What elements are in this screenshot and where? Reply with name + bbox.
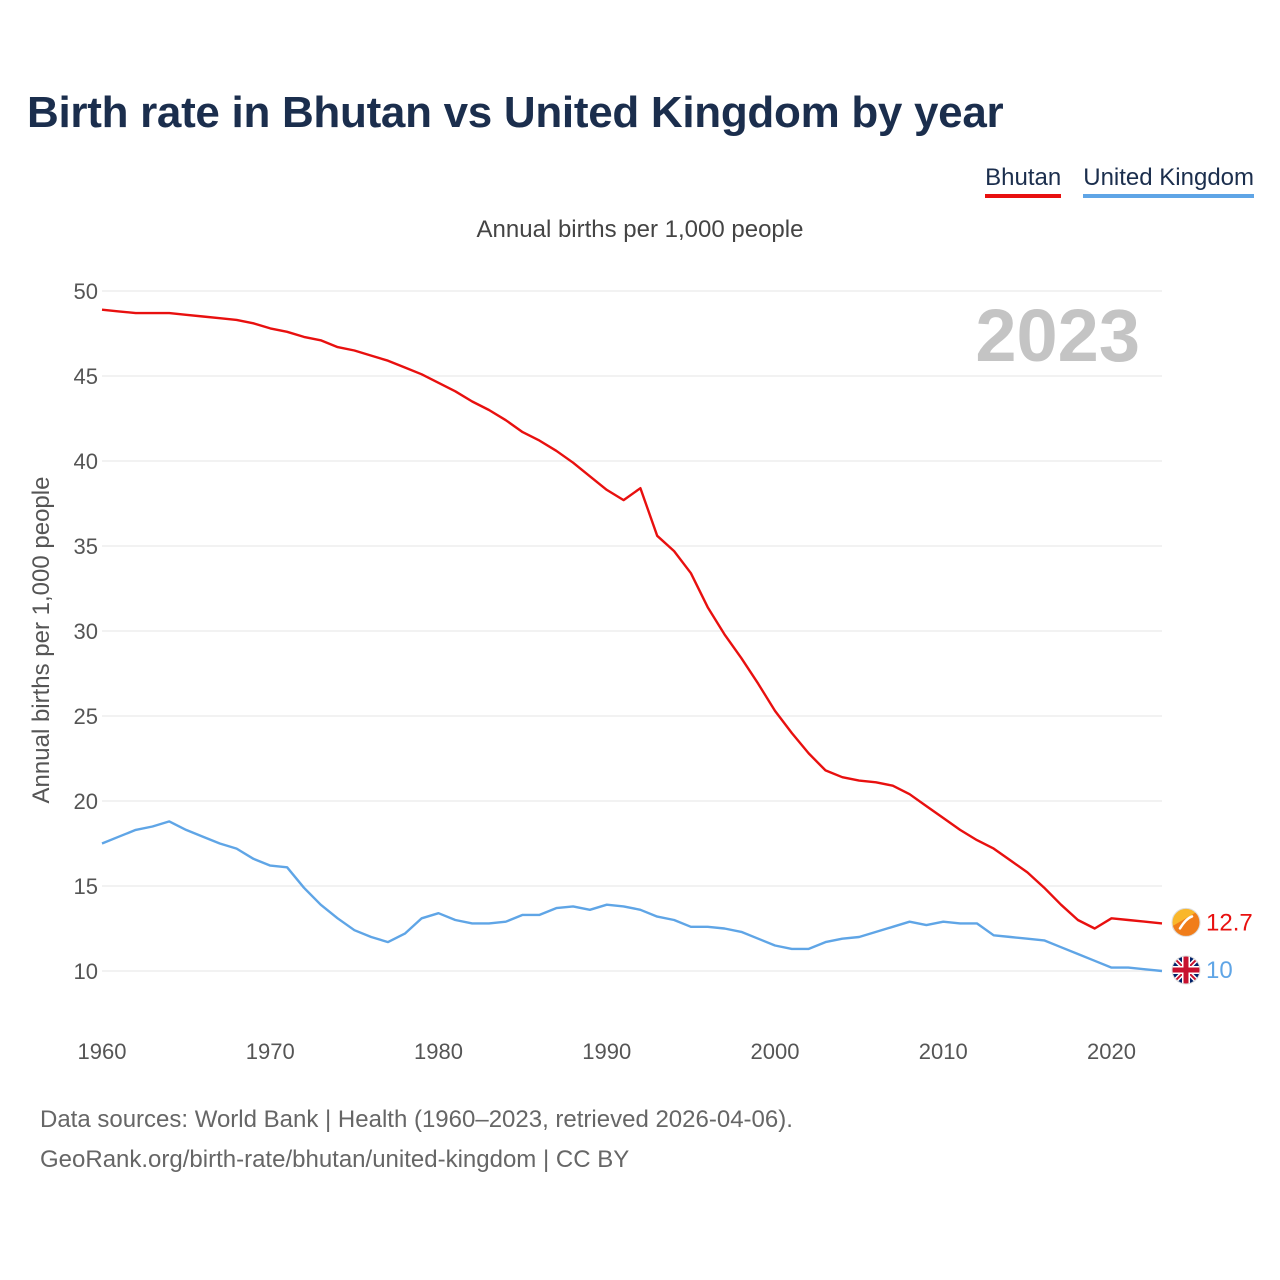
x-tick-label: 2020 bbox=[1087, 1039, 1136, 1064]
y-tick-label: 20 bbox=[74, 789, 98, 814]
y-tick-label: 50 bbox=[74, 279, 98, 304]
year-watermark: 2023 bbox=[975, 294, 1140, 377]
legend-item-bhutan[interactable]: Bhutan bbox=[985, 164, 1062, 198]
end-value-label-united-kingdom: 10 bbox=[1206, 957, 1233, 984]
end-markers: 12.7 10 bbox=[1171, 907, 1253, 985]
x-ticks: 1960 1970 1980 1990 2000 2010 2020 bbox=[78, 1039, 1136, 1064]
x-tick-label: 2010 bbox=[919, 1039, 968, 1064]
series-lines bbox=[101, 308, 1163, 973]
y-tick-label: 25 bbox=[74, 704, 98, 729]
legend: Bhutan United Kingdom bbox=[985, 164, 1254, 198]
x-tick-label: 1970 bbox=[246, 1039, 295, 1064]
y-tick-label: 40 bbox=[74, 449, 98, 474]
gridlines bbox=[102, 290, 1162, 972]
legend-item-united-kingdom[interactable]: United Kingdom bbox=[1083, 164, 1254, 198]
x-tick-label: 2000 bbox=[751, 1039, 800, 1064]
data-sources: Data sources: World Bank | Health (1960–… bbox=[40, 1106, 793, 1133]
y-tick-label: 10 bbox=[74, 959, 98, 984]
y-tick-label: 45 bbox=[74, 364, 98, 389]
y-tick-label: 35 bbox=[74, 534, 98, 559]
flag-icon-united-kingdom bbox=[1171, 955, 1201, 985]
end-value-label-bhutan: 12.7 bbox=[1206, 909, 1253, 936]
y-tick-label: 15 bbox=[74, 874, 98, 899]
y-ticks: 10 15 20 25 30 35 40 45 50 bbox=[74, 279, 98, 984]
chart-subtitle: Annual births per 1,000 people bbox=[476, 216, 804, 243]
flag-icon-bhutan bbox=[1171, 907, 1201, 937]
x-tick-label: 1980 bbox=[414, 1039, 463, 1064]
y-tick-label: 30 bbox=[74, 619, 98, 644]
x-tick-label: 1990 bbox=[582, 1039, 631, 1064]
x-tick-label: 1960 bbox=[78, 1039, 127, 1064]
source-link[interactable]: GeoRank.org/birth-rate/bhutan/united-kin… bbox=[40, 1146, 630, 1173]
chart-title: Birth rate in Bhutan vs United Kingdom b… bbox=[27, 88, 1004, 137]
series-line-bhutan bbox=[101, 308, 1163, 930]
series-line-united-kingdom bbox=[101, 820, 1163, 973]
